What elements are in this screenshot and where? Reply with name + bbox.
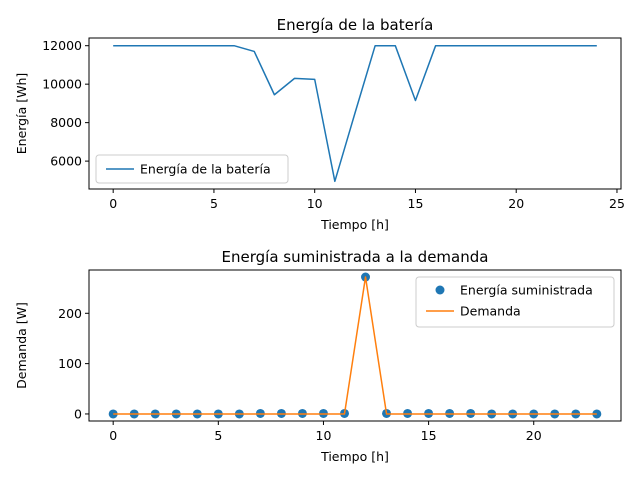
chart-title: Energía de la batería (277, 16, 434, 34)
x-axis-label: Tiempo [h] (320, 449, 389, 464)
x-axis: 0 5 10 15 20 (109, 421, 542, 443)
series-line (113, 44, 597, 183)
x-tick-label: 20 (508, 196, 524, 211)
x-axis-label: Tiempo [h] (320, 217, 389, 232)
y-tick-label: 0 (74, 406, 82, 421)
x-tick-label: 5 (210, 196, 218, 211)
y-axis-label: Energía [Wh] (14, 73, 29, 155)
y-tick-label: 200 (58, 306, 82, 321)
y-tick-label: 10000 (42, 77, 82, 92)
y-axis: 0 100 200 (58, 306, 89, 421)
legend-box (415, 276, 615, 328)
x-tick-label: 15 (408, 196, 424, 211)
y-tick-label: 8000 (50, 115, 82, 130)
legend-entry: Energía de la batería (140, 162, 271, 177)
y-axis-label: Demanda [W] (14, 302, 29, 389)
chart-title: Energía suministrada a la demanda (222, 248, 489, 266)
plot-area (108, 272, 602, 419)
y-tick-label: 100 (58, 356, 82, 371)
legend-entry: Demanda (460, 304, 521, 319)
legend-box (95, 154, 289, 184)
x-tick-label: 10 (307, 196, 323, 211)
y-axis: 6000 8000 10000 12000 (42, 38, 89, 169)
x-axis: 0 5 10 15 20 25 (109, 189, 625, 211)
axes-frame (88, 269, 622, 422)
legend-marker-icon (435, 285, 445, 295)
x-tick-label: 10 (316, 428, 332, 443)
x-tick-label: 20 (526, 428, 542, 443)
legend-entry: Energía suministrada (460, 283, 593, 298)
y-tick-label: 6000 (50, 154, 82, 169)
y-tick-label: 12000 (42, 38, 82, 53)
series-line (113, 276, 597, 415)
x-tick-label: 25 (609, 196, 625, 211)
legend: Energía suministrada Demanda (415, 276, 615, 328)
battery-energy-chart: Energía de la batería 0 5 10 15 20 25 6000 800… (14, 16, 625, 232)
axes-frame (88, 37, 622, 190)
x-tick-label: 15 (421, 428, 437, 443)
x-tick-label: 0 (109, 428, 117, 443)
supplied-energy-chart: Energía suministrada a la demanda 0 5 10 15… (14, 248, 622, 464)
plot-area (113, 44, 597, 183)
x-tick-label: 5 (214, 428, 222, 443)
legend: Energía de la batería (95, 154, 289, 184)
x-tick-label: 0 (109, 196, 117, 211)
